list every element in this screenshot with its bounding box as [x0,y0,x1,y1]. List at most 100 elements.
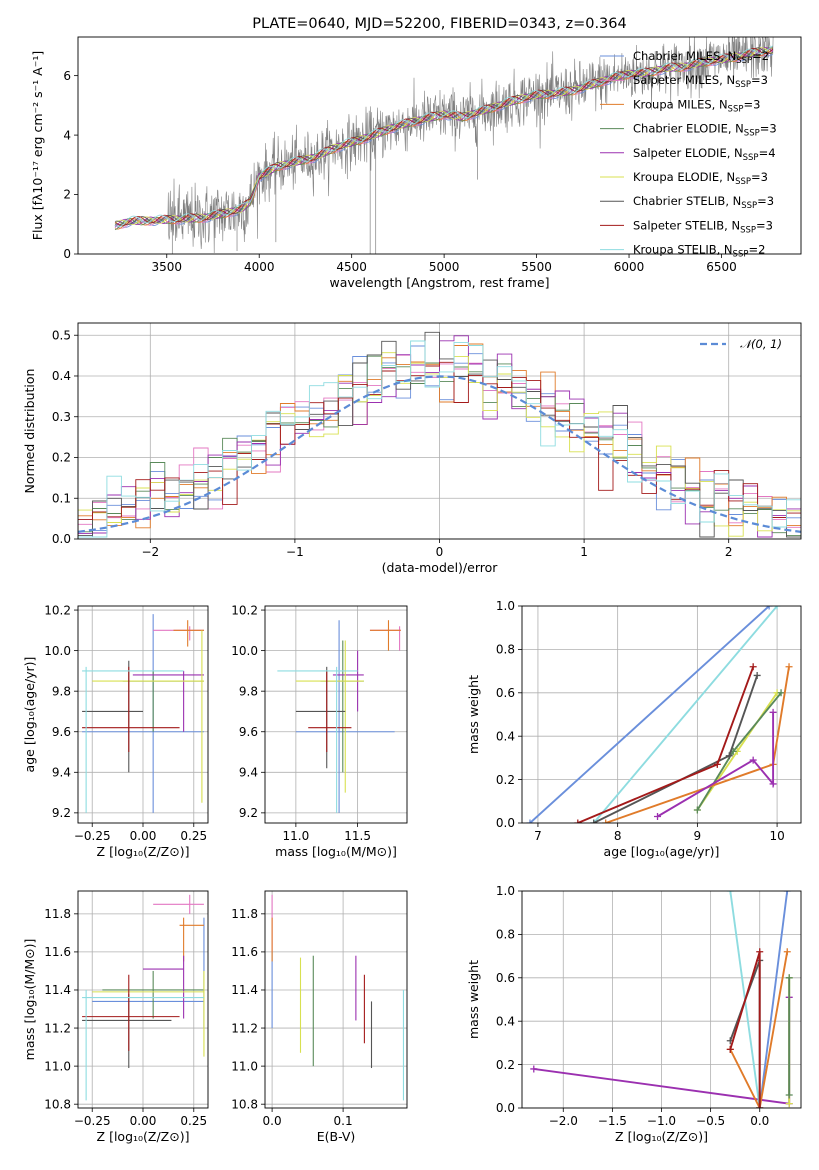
legend-suffix: =3 [756,218,773,232]
x-tick-label: 5000 [429,260,460,274]
y-tick-label: 10.8 [231,1097,258,1111]
legend-suffix: =3 [751,73,768,87]
y-tick-label: 11.4 [231,983,258,997]
weight-marker [783,891,791,895]
x-tick-label: 1 [580,545,588,559]
chart-title: PLATE=0640, MJD=52200, FIBERID=0343, z=0… [252,16,626,32]
x-tick-label: 11.5 [344,829,371,843]
plot-area [78,891,208,1108]
axes-frame [264,605,408,824]
model-line-7 [114,48,774,227]
legend-text: Chabrier STELIB, N [633,194,741,208]
weight-marker [574,819,582,823]
y-tick-label: 9.4 [52,765,71,779]
plot-area [265,606,407,823]
weight-marker [765,606,773,610]
legend-sub: SSP [736,56,752,66]
legend-sub: SSP [740,225,756,235]
x-tick-label: −0.5 [696,1114,725,1128]
y-tick-label: 0 [63,247,71,261]
y-tick-label: 11.2 [44,1021,71,1035]
legend-entry: Kroupa STELIB, NSSP=2 [633,243,765,260]
weight-marker [777,689,785,697]
x-tick-label: 10 [769,829,784,843]
model-line-6 [114,47,774,226]
x-tick-label: 0.25 [180,829,207,843]
x-axis-label: wavelength [Angstrom, rest frame] [329,275,549,290]
weight-marker [530,1065,538,1073]
y-tick-label: 0.2 [496,773,515,787]
legend-entry: Chabrier STELIB, NSSP=3 [633,194,774,211]
legend: 𝒩(0, 1) [700,337,782,351]
x-tick-label: −1.0 [647,1114,676,1128]
legend-text: Salpeter ELODIE, N [633,146,743,160]
legend-entry: Salpeter ELODIE, NSSP=4 [633,146,776,163]
y-tick-label: 9.4 [239,765,258,779]
legend-suffix: =3 [757,194,774,208]
y-tick-label: 11.8 [44,907,71,921]
weight-line-7 [657,712,775,818]
legend-suffix: =4 [759,146,776,160]
axes-frame [77,36,802,255]
weight-marker [753,671,761,679]
axes-frame [521,605,802,824]
weight-marker [526,819,534,823]
weight-marker [654,812,662,820]
panel-mass-vs-ebv: 0.0 0.1 10.8 11.0 11.2 11.4 11.6 11.8 E(B-V) [231,890,408,1144]
x-tick-label: 5500 [521,260,552,274]
y-tick-label: 0.6 [496,686,515,700]
y-tick-label: 2 [63,188,71,202]
y-tick-label: 0.2 [496,1058,515,1072]
legend-text: Salpeter MILES, N [633,73,735,87]
weight-marker [785,663,793,671]
weight-line-5 [577,666,755,823]
plot-area [265,891,407,1108]
x-tick-label: 0.1 [334,1114,353,1128]
weight-marker [785,1091,793,1099]
panel-mass-vs-Z: −0.25 0.00 0.25 10.8 11.0 11.2 11.4 11.6 11.8 Z [… [22,890,209,1144]
legend-text: Kroupa STELIB, N [633,243,733,257]
y-axis-label: mass weight [466,960,481,1039]
plot-area [522,606,801,823]
y-axis-label: mass [log₁₀(M/M⊙)] [22,939,37,1061]
panel-mass-weight-vs-age: 7 8 9 10 0.0 0.2 0.4 0.6 0.8 1.0 age [log₁₀(age/yr… [466,599,802,859]
x-tick-label: 0.0 [263,1114,282,1128]
residual-histogram-8 [78,340,801,539]
y-tick-label: 1.0 [496,884,515,898]
axes-frame [521,890,802,1109]
y-tick-label: 11.6 [231,945,258,959]
y-axis-label: Normed distribution [22,369,37,494]
y-tick-label: 0.0 [52,532,71,546]
x-axis-label: Z [log₁₀(Z/Z⊙)] [97,844,190,859]
y-tick-label: 0.1 [52,491,71,505]
axes-frame [77,605,209,824]
legend-suffix: =3 [760,122,777,136]
x-tick-label: −2 [141,545,159,559]
x-axis-label: E(B-V) [317,1129,356,1144]
legend-suffix: =3 [743,97,760,111]
y-tick-label: 0.8 [496,928,515,942]
y-tick-label: 11.0 [44,1059,71,1073]
weight-marker [756,1104,764,1108]
y-tick-label: 9.8 [52,684,71,698]
weight-marker [769,780,777,788]
legend-suffix: =2 [752,49,769,63]
weight-marker [785,1100,793,1108]
y-tick-label: 11.8 [231,907,258,921]
legend-entry: 𝒩(0, 1) [740,337,782,351]
y-tick-label: 9.8 [239,684,258,698]
weight-marker [713,760,721,768]
legend-sub: SSP [741,201,757,211]
y-tick-label: 0.4 [52,369,71,383]
y-tick-label: 11.4 [44,983,71,997]
legend-entry: Chabrier MILES, NSSP=2 [633,49,769,66]
x-tick-label: −0.25 [74,829,111,843]
weight-marker [602,819,610,823]
y-tick-label: 0.3 [52,410,71,424]
legend-sub: SSP [743,153,759,163]
weight-marker [756,948,764,956]
y-tick-label: 1.0 [496,599,515,613]
x-axis-label: age [log₁₀(age/yr)] [604,844,720,859]
y-tick-label: 10.2 [44,603,71,617]
legend-entry: Chabrier ELODIE, NSSP=3 [633,122,777,139]
